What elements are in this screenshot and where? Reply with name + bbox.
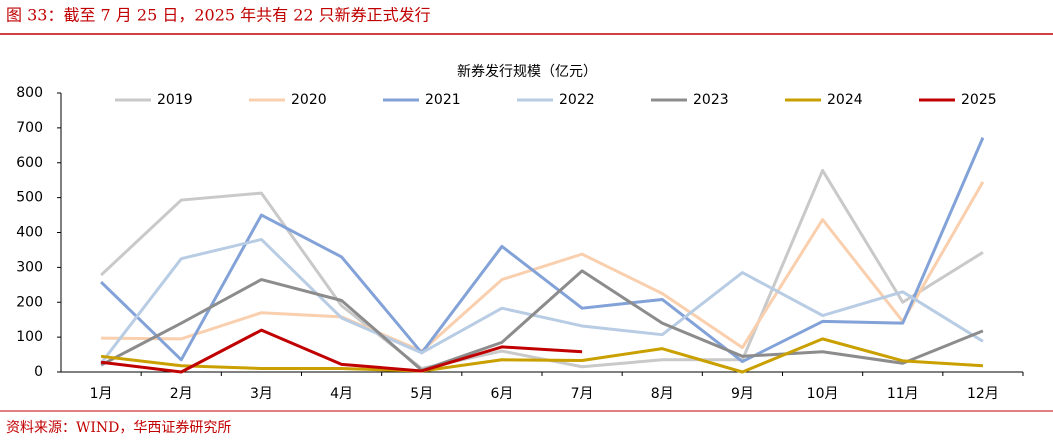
y-tick-label: 700 [16, 120, 43, 136]
legend-label: 2024 [827, 92, 863, 108]
x-tick-label: 9月 [731, 386, 754, 402]
x-tick-label: 2月 [170, 386, 193, 402]
legend-label: 2023 [693, 92, 729, 108]
x-tick-label: 8月 [651, 386, 674, 402]
y-tick-label: 300 [16, 259, 43, 275]
y-tick-label: 500 [16, 190, 43, 206]
y-tick-label: 800 [16, 85, 43, 101]
series-line [100, 137, 985, 364]
y-tick-label: 100 [16, 329, 43, 345]
legend-label: 2021 [425, 92, 461, 108]
y-tick-label: 400 [16, 225, 43, 241]
page-title: 图 33：截至 7 月 25 日，2025 年共有 22 只新券正式发行 [6, 6, 431, 25]
x-tick-label: 3月 [250, 386, 273, 402]
x-tick-label: 1月 [90, 386, 113, 402]
legend-label: 2019 [157, 92, 193, 108]
x-tick-label: 4月 [330, 386, 353, 402]
series-line [100, 328, 583, 374]
legend-label: 2022 [559, 92, 595, 108]
x-tick-label: 10月 [807, 386, 839, 402]
series-line [101, 181, 985, 353]
series-line [100, 269, 984, 372]
legend-label: 2020 [291, 92, 327, 108]
y-tick-label: 600 [16, 155, 43, 171]
series-line [100, 337, 984, 374]
y-tick-label: 200 [16, 294, 43, 310]
chart-title: 新券发行规模（亿元） [457, 64, 597, 80]
series-line [100, 168, 984, 371]
source: 资料来源：WIND，华西证券研究所 [6, 420, 231, 436]
x-tick-label: 12月 [967, 386, 999, 402]
legend-label: 2025 [961, 92, 997, 108]
x-tick-label: 5月 [410, 386, 433, 402]
y-tick-label: 0 [34, 364, 43, 380]
x-tick-label: 7月 [571, 386, 594, 402]
x-tick-label: 6月 [490, 386, 513, 402]
series-line [99, 237, 984, 365]
x-tick-label: 11月 [887, 386, 919, 402]
